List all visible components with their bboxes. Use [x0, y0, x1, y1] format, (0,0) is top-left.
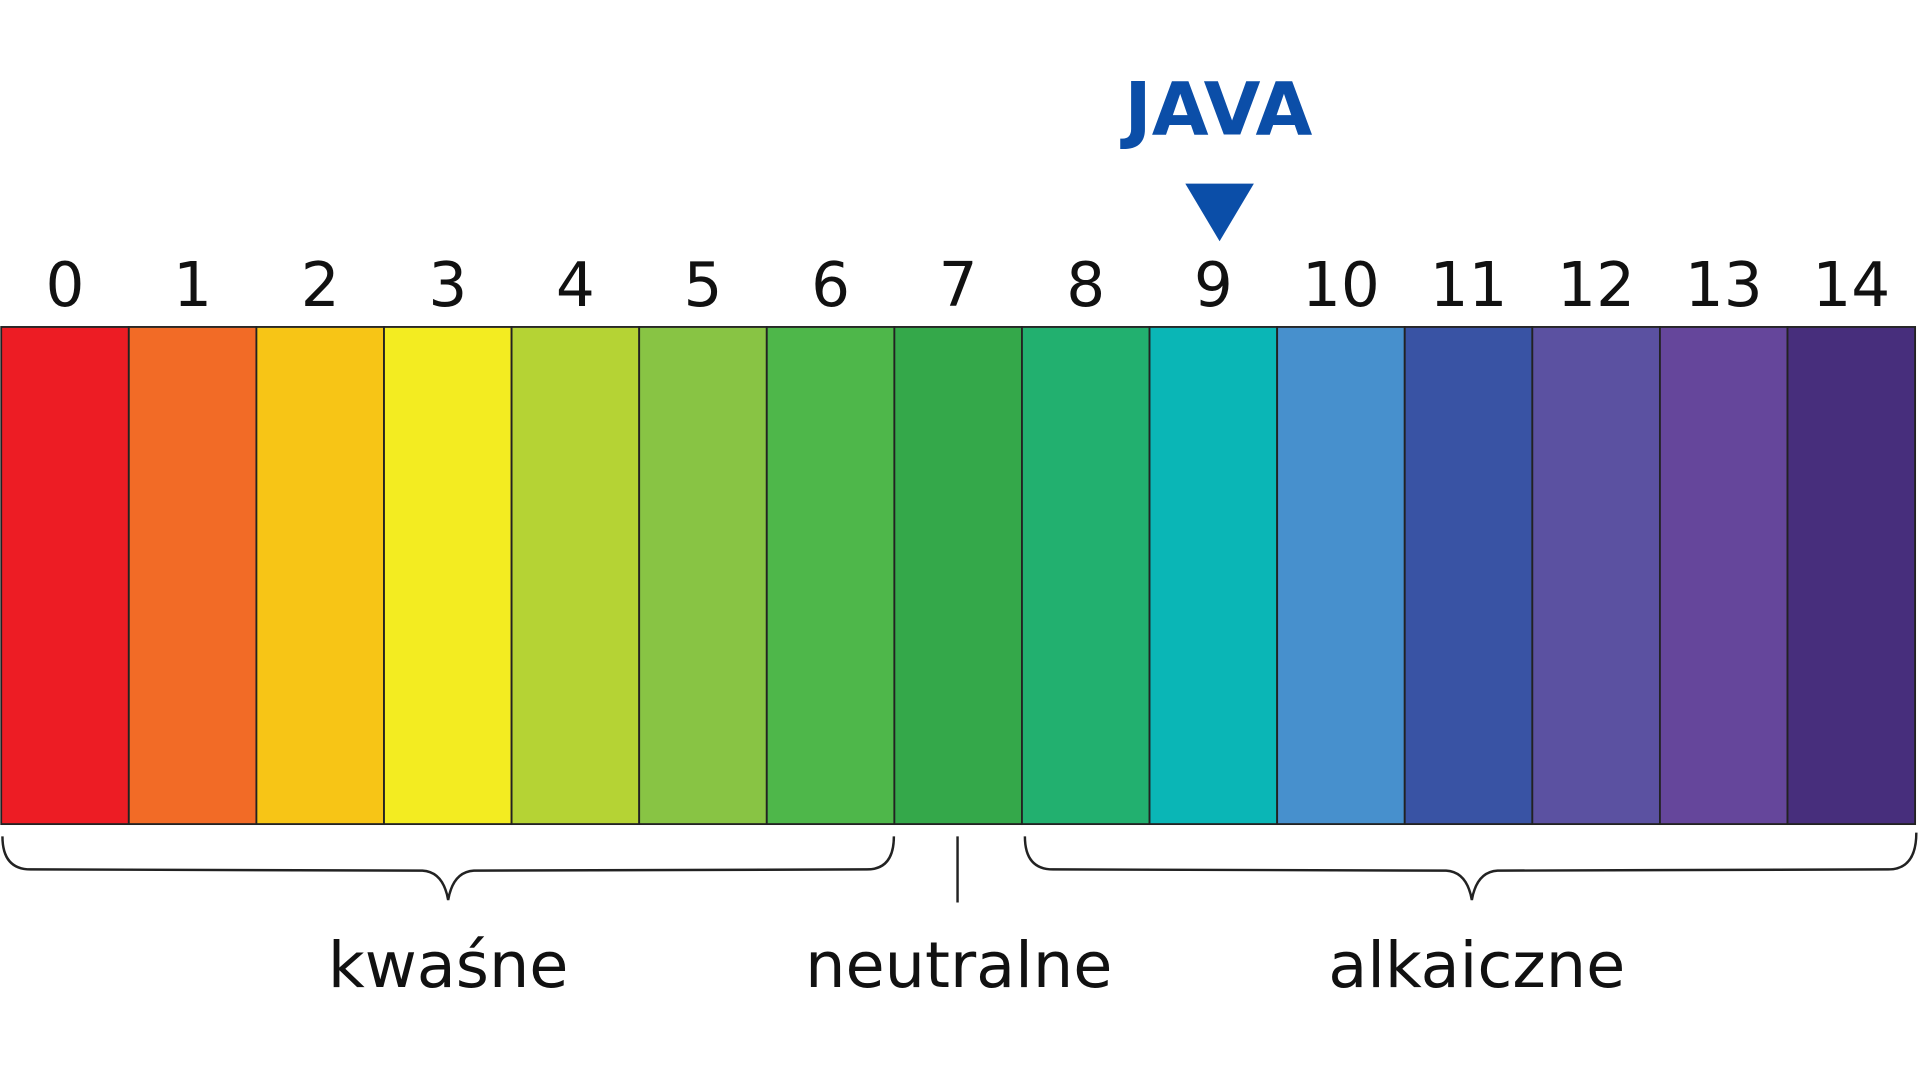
ph-number: 7 — [939, 250, 978, 321]
ph-cell — [1148, 326, 1279, 826]
ph-number: 8 — [1066, 250, 1105, 321]
ph-cell — [1531, 326, 1661, 826]
ph-cell — [638, 326, 768, 826]
ph-number: 9 — [1194, 250, 1233, 321]
acidic-label: kwaśne — [328, 929, 569, 1003]
marker-label: JAVA — [1119, 68, 1312, 153]
ph-number: 4 — [556, 250, 595, 321]
ph-cell — [765, 326, 896, 826]
ph-cell — [0, 326, 130, 826]
alkaline-label: alkaiczne — [1328, 929, 1625, 1003]
ph-number: 12 — [1557, 250, 1635, 321]
ph-cell — [127, 326, 258, 826]
ph-cell — [1658, 326, 1789, 826]
neutral-label: neutralne — [805, 929, 1112, 1003]
ph-number: 11 — [1430, 250, 1508, 321]
ph-number: 3 — [428, 250, 467, 321]
ph-cell — [893, 326, 1023, 826]
ph-number: 10 — [1302, 250, 1380, 321]
ph-number: 6 — [811, 250, 850, 321]
ph-cell — [1403, 326, 1534, 826]
ph-number: 14 — [1812, 250, 1890, 321]
acidic-brace — [1, 836, 896, 901]
ph-cell — [1276, 326, 1406, 826]
marker-arrow — [1185, 183, 1254, 242]
ph-number: 2 — [301, 250, 340, 321]
ph-number: 5 — [684, 250, 723, 321]
ph-number: 0 — [46, 250, 85, 321]
ph-cell — [255, 326, 385, 826]
ph-cell — [383, 326, 513, 826]
scale-cells — [0, 326, 1917, 826]
ph-number: 13 — [1685, 250, 1763, 321]
ph-cell — [1786, 326, 1917, 826]
alkaline-brace — [1023, 832, 1918, 901]
ph-cell — [1021, 326, 1151, 826]
ph-cell — [510, 326, 641, 826]
ph-number: 1 — [173, 250, 212, 321]
